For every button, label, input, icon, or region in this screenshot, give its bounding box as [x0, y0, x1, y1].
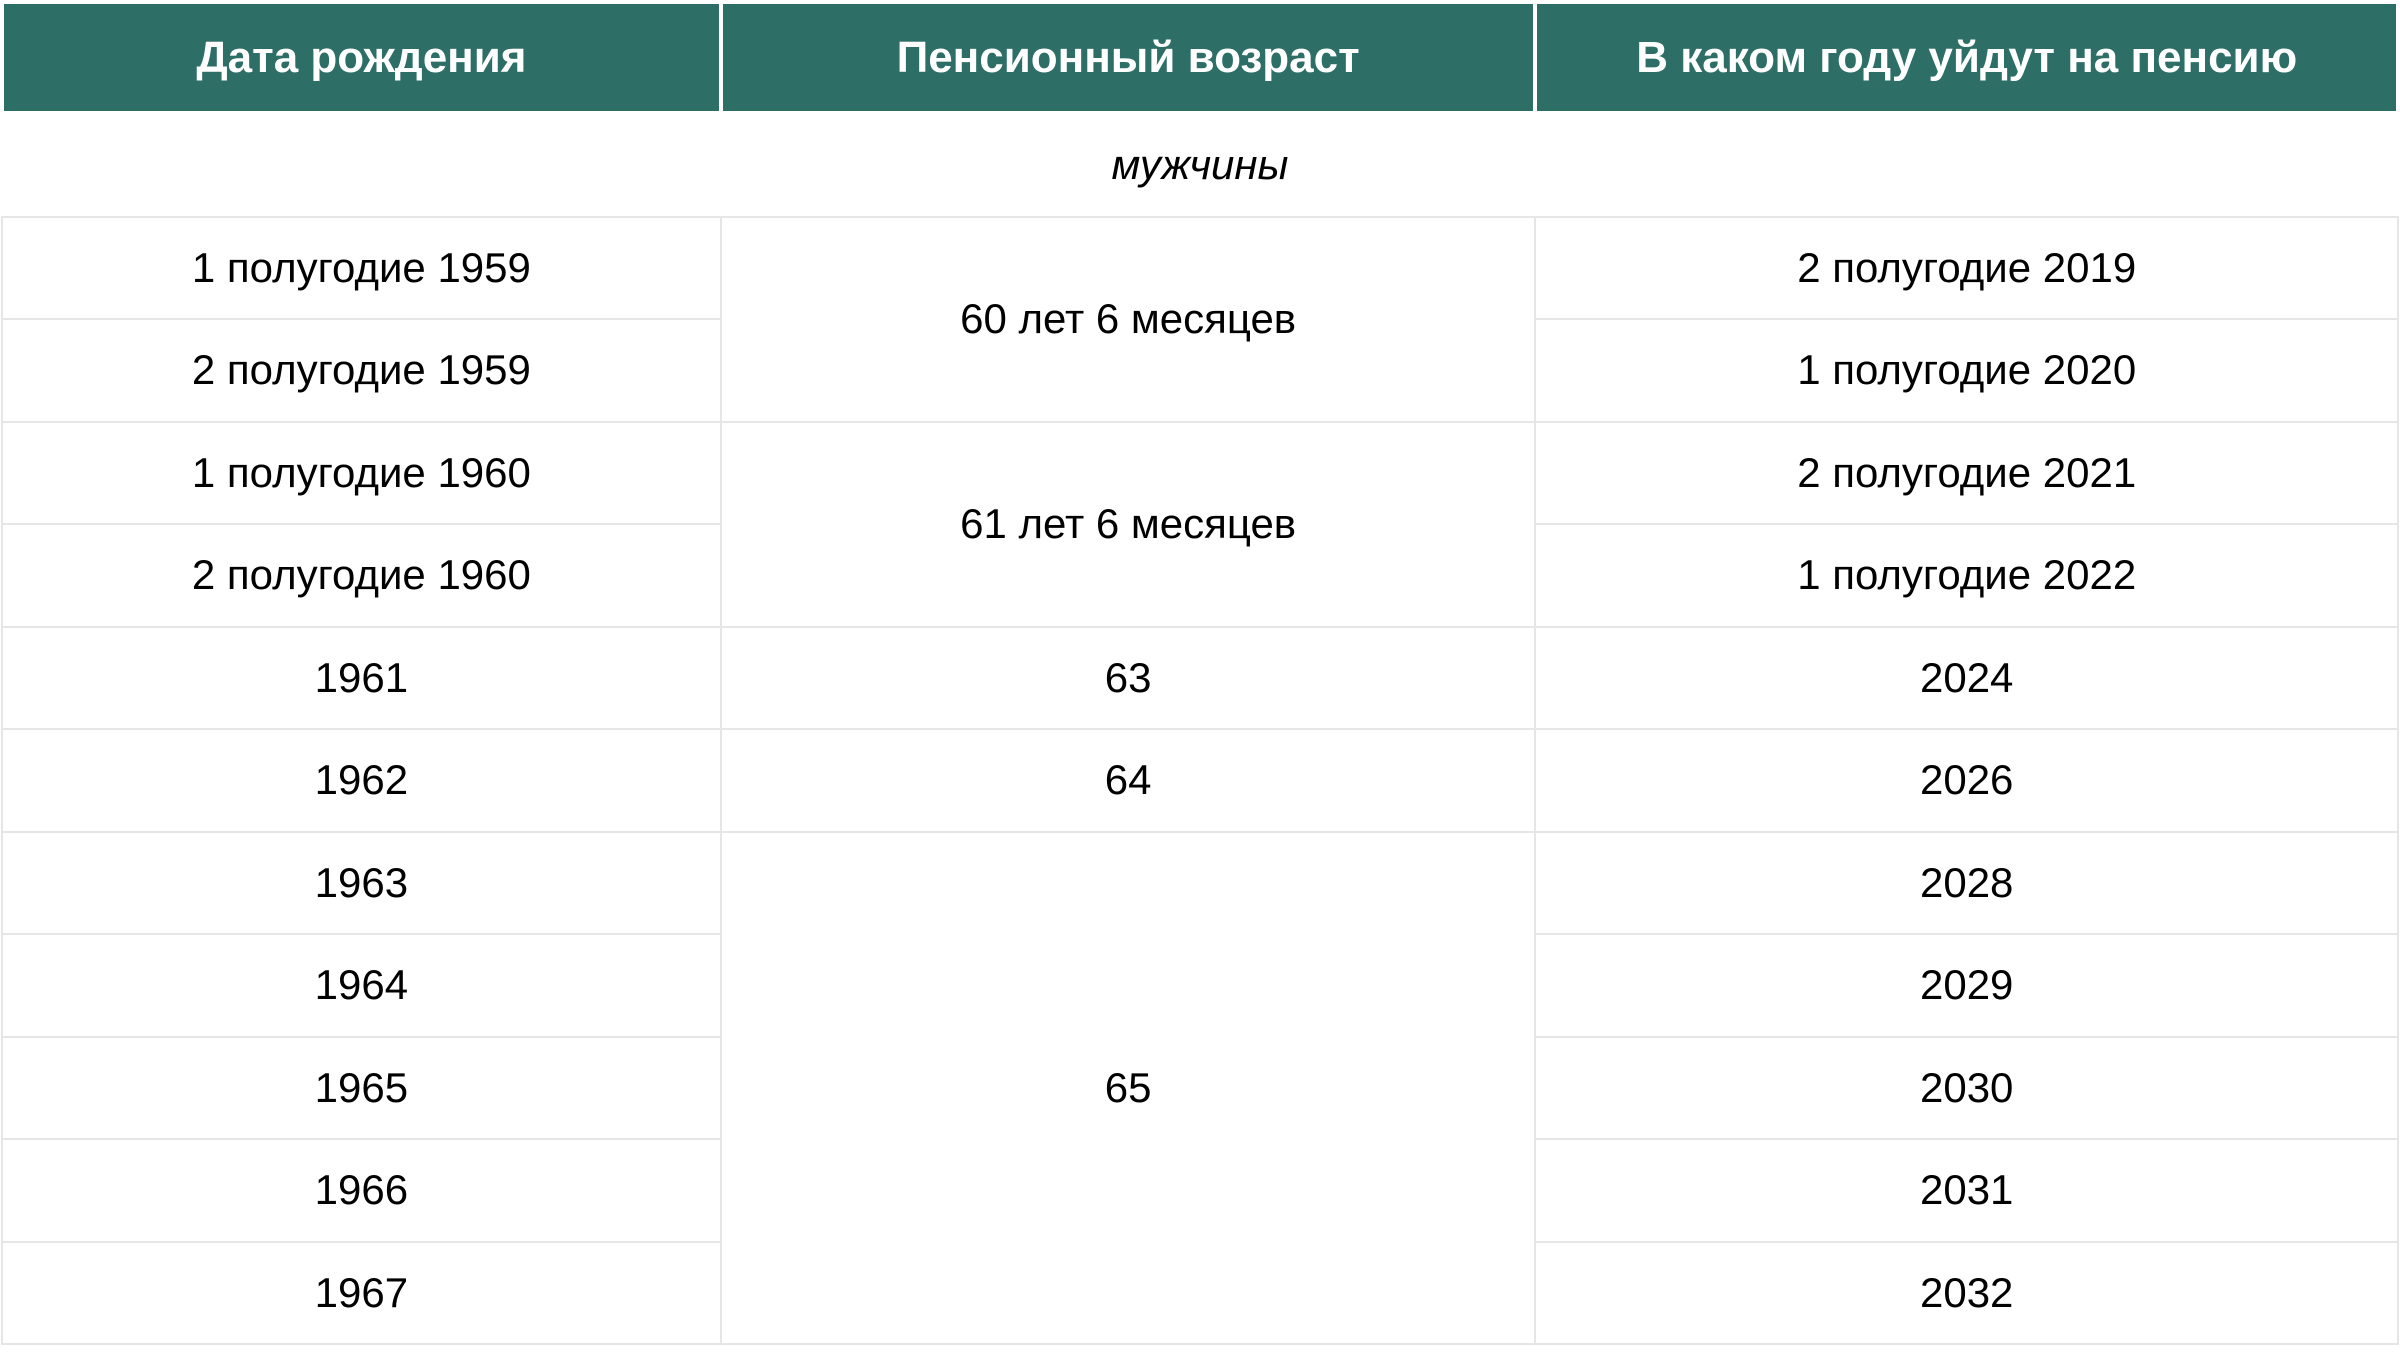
cell-birth: 1 полугодие 1959	[2, 217, 721, 320]
cell-birth: 1962	[2, 729, 721, 832]
col-birth-date: Дата рождения	[2, 2, 721, 113]
section-label: мужчины	[2, 113, 2398, 217]
page: Дата рождения Пенсионный возраст В каком…	[0, 0, 2400, 1354]
cell-age: 63	[721, 627, 1536, 730]
table-row: 1 полугодие 1960 61 лет 6 месяцев 2 полу…	[2, 422, 2398, 525]
cell-retire: 2028	[1535, 832, 2398, 935]
cell-birth: 1966	[2, 1139, 721, 1242]
cell-birth: 1967	[2, 1242, 721, 1345]
cell-retire: 2024	[1535, 627, 2398, 730]
cell-birth: 2 полугодие 1959	[2, 319, 721, 422]
table-row: 1 полугодие 1959 60 лет 6 месяцев 2 полу…	[2, 217, 2398, 320]
cell-retire: 1 полугодие 2022	[1535, 524, 2398, 627]
cell-retire: 2 полугодие 2021	[1535, 422, 2398, 525]
cell-retire: 2026	[1535, 729, 2398, 832]
cell-retire: 2031	[1535, 1139, 2398, 1242]
cell-birth: 1 полугодие 1960	[2, 422, 721, 525]
header-row: Дата рождения Пенсионный возраст В каком…	[2, 2, 2398, 113]
cell-birth: 1965	[2, 1037, 721, 1140]
cell-retire: 2032	[1535, 1242, 2398, 1345]
cell-retire: 2 полугодие 2019	[1535, 217, 2398, 320]
table-body: мужчины 1 полугодие 1959 60 лет 6 месяце…	[2, 113, 2398, 1344]
cell-age: 64	[721, 729, 1536, 832]
cell-age: 61 лет 6 месяцев	[721, 422, 1536, 627]
section-row: мужчины	[2, 113, 2398, 217]
cell-retire: 1 полугодие 2020	[1535, 319, 2398, 422]
col-pension-age: Пенсионный возраст	[721, 2, 1536, 113]
table-head: Дата рождения Пенсионный возраст В каком…	[2, 2, 2398, 113]
cell-retire: 2029	[1535, 934, 2398, 1037]
cell-birth: 2 полугодие 1960	[2, 524, 721, 627]
cell-retire: 2030	[1535, 1037, 2398, 1140]
cell-birth: 1964	[2, 934, 721, 1037]
cell-age: 65	[721, 832, 1536, 1345]
table-row: 1962 64 2026	[2, 729, 2398, 832]
table-row: 1961 63 2024	[2, 627, 2398, 730]
table-row: 1963 65 2028	[2, 832, 2398, 935]
col-retire-year: В каком году уйдут на пенсию	[1535, 2, 2398, 113]
cell-birth: 1961	[2, 627, 721, 730]
cell-age: 60 лет 6 месяцев	[721, 217, 1536, 422]
pension-table: Дата рождения Пенсионный возраст В каком…	[0, 0, 2400, 1345]
cell-birth: 1963	[2, 832, 721, 935]
